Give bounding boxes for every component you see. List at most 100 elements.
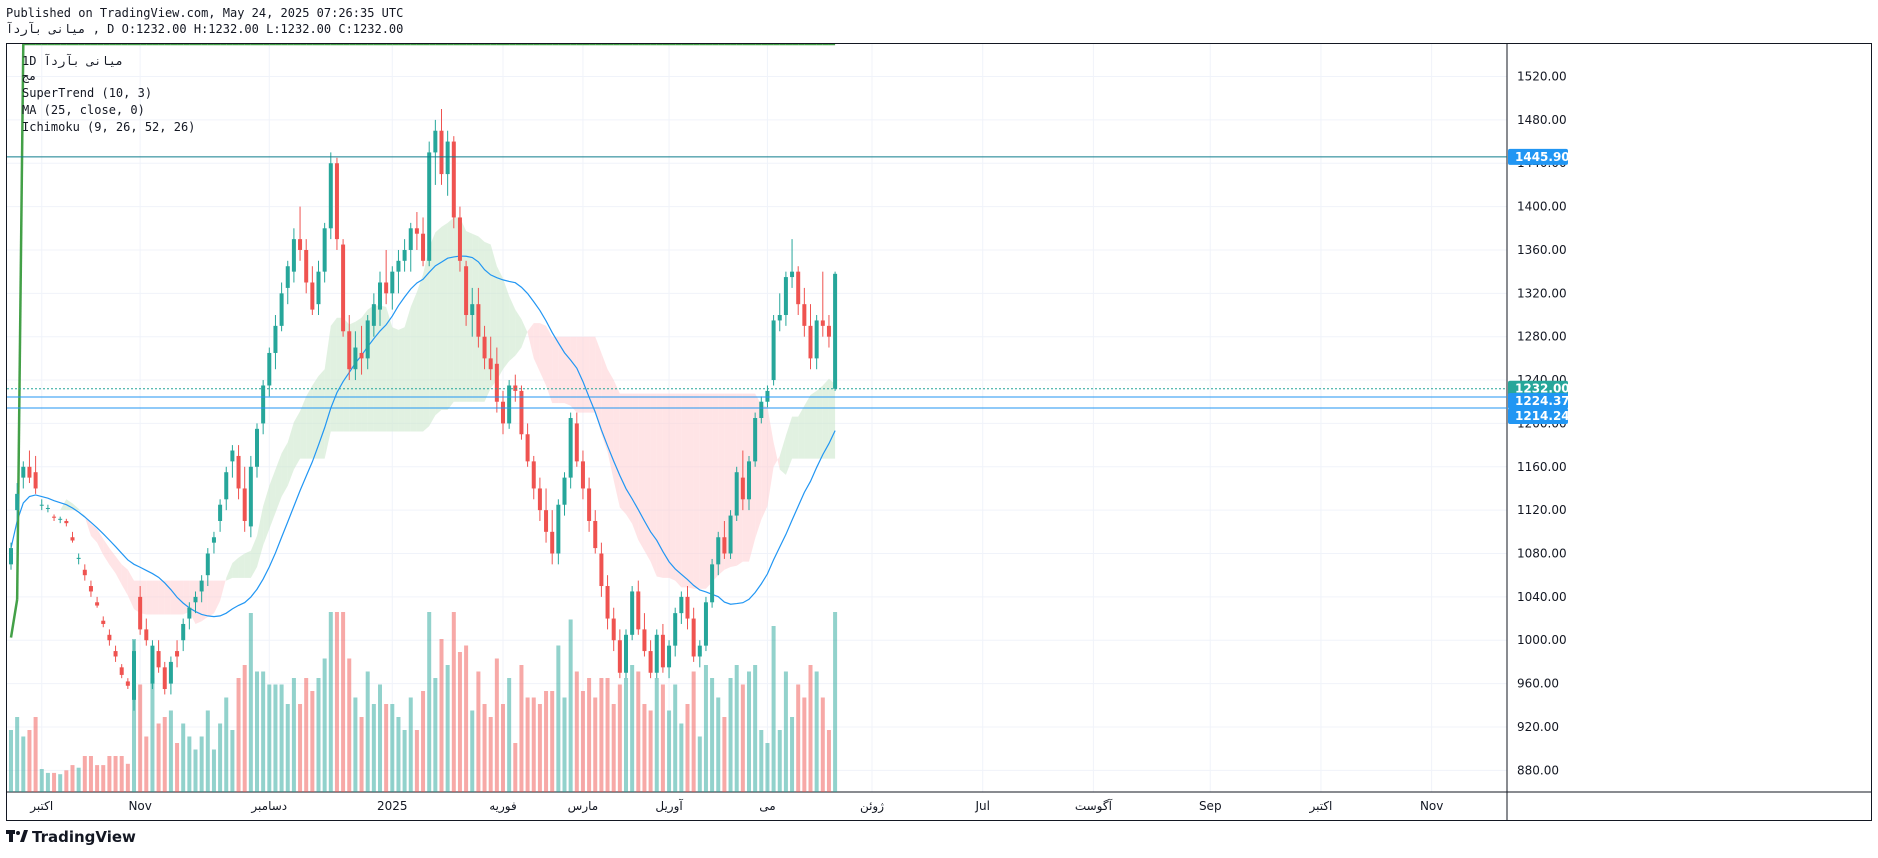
symbol-ohlc-line: میانی بآردآ , D O:1232.00 H:1232.00 L:12…	[6, 22, 404, 36]
volume-bar	[347, 658, 352, 792]
cloud-segment	[761, 404, 768, 520]
cloud-segment	[109, 548, 116, 574]
cloud-segment	[90, 523, 98, 543]
chart-frame[interactable]: 880.00 920.00 960.00 1000.00 1040.00 1080.00 1…	[6, 43, 1872, 821]
volume-bar	[125, 763, 130, 792]
cloud-segment	[503, 278, 510, 370]
candle-body	[802, 304, 807, 326]
cloud-segment	[263, 485, 270, 546]
price-label-pill	[1508, 393, 1568, 410]
volume-bar	[519, 665, 524, 792]
volume-bar	[783, 671, 788, 792]
candle-body	[52, 516, 57, 518]
volume-bar	[285, 704, 290, 792]
candle-body	[236, 455, 241, 489]
volume-bar	[580, 691, 585, 792]
x-tick-label: Jul	[974, 799, 989, 813]
legend-supertrend[interactable]: SuperTrend (10, 3)	[22, 86, 153, 100]
candle-body	[587, 488, 592, 521]
candle-body	[513, 385, 518, 391]
cloud-segment	[798, 405, 805, 459]
candle-body	[630, 591, 635, 635]
candle-body	[507, 385, 512, 424]
volume-bar	[550, 691, 555, 792]
cloud-segment	[115, 556, 122, 585]
volume-bar	[156, 723, 161, 792]
volume-bar	[298, 704, 303, 792]
candle-body	[648, 651, 653, 673]
cloud-segment	[386, 306, 393, 432]
legend-moving-average[interactable]: MA (25, close, 0)	[22, 103, 145, 117]
volume-bar	[211, 749, 216, 792]
volume-bar	[648, 710, 653, 792]
candle-body	[783, 277, 788, 316]
candle-body	[605, 586, 610, 619]
volume-bar	[113, 756, 118, 792]
cloud-segment	[300, 396, 307, 459]
volume-bar	[771, 626, 776, 792]
volume-bar	[162, 717, 167, 792]
volume-bar	[568, 619, 573, 792]
candle-body	[310, 282, 315, 310]
candle-body	[667, 645, 672, 668]
volume-bar	[734, 665, 739, 792]
price-chart[interactable]: 880.00 920.00 960.00 1000.00 1040.00 1080.00 1…	[7, 44, 1871, 820]
candle-body	[304, 249, 309, 283]
candle-body	[58, 518, 63, 520]
price-label-text: 1445.90	[1515, 150, 1570, 164]
cloud-segment	[496, 266, 503, 381]
candle-body	[230, 450, 235, 462]
cloud-segment	[257, 506, 264, 568]
volume-bar	[402, 730, 407, 792]
cloud-segment	[380, 305, 387, 432]
candle-body	[531, 461, 536, 489]
volume-bar	[199, 736, 204, 792]
candle-body	[402, 249, 407, 261]
cloud-segment	[681, 393, 688, 588]
volume-bar	[236, 678, 241, 792]
cloud-segment	[742, 393, 749, 562]
candle-body	[193, 596, 198, 603]
y-tick-label: 1520.00	[1517, 70, 1567, 84]
y-tick-label: 920.00	[1517, 720, 1559, 734]
volume-bar	[636, 671, 641, 792]
y-tick-label: 1040.00	[1517, 590, 1567, 604]
candle-body	[703, 602, 708, 646]
candle-body	[593, 520, 598, 549]
cloud-segment	[564, 336, 571, 406]
y-tick-label: 1360.00	[1517, 243, 1567, 257]
candle-body	[242, 488, 247, 521]
candle-body	[734, 472, 739, 516]
candle-body	[728, 515, 733, 554]
volume-bar	[464, 645, 469, 792]
candles	[9, 109, 838, 711]
cloud-segment	[669, 393, 676, 581]
legend-ichimoku[interactable]: Ichimoku (9, 26, 52, 26)	[22, 120, 196, 134]
candle-body	[255, 428, 259, 467]
cloud-segment	[306, 385, 313, 459]
candle-body	[568, 418, 573, 478]
volume-bar	[445, 665, 450, 792]
volume-bar	[722, 717, 727, 792]
cloud-segment	[822, 378, 829, 459]
cloud-segment	[121, 564, 128, 596]
candle-body	[494, 363, 499, 402]
volume-bar	[45, 772, 50, 792]
volume-bar	[359, 717, 364, 792]
volume-bar	[58, 774, 63, 792]
cloud-segment	[558, 336, 565, 404]
candle-body	[316, 271, 321, 305]
candle-body	[267, 352, 272, 386]
volume-bar	[556, 645, 561, 792]
candle-body	[88, 586, 93, 592]
candle-body	[371, 304, 376, 326]
tradingview-logo[interactable]: TradingView	[6, 828, 136, 846]
volume-bar	[814, 671, 819, 792]
cloud-segment	[392, 327, 399, 432]
candle-body	[218, 504, 223, 521]
cloud-segment	[275, 453, 282, 513]
volume-bar	[765, 743, 770, 792]
cloud-segment	[699, 393, 706, 589]
volume-bar	[390, 704, 395, 792]
legend-symbol[interactable]: 1D میانی بآردآ	[22, 54, 124, 68]
